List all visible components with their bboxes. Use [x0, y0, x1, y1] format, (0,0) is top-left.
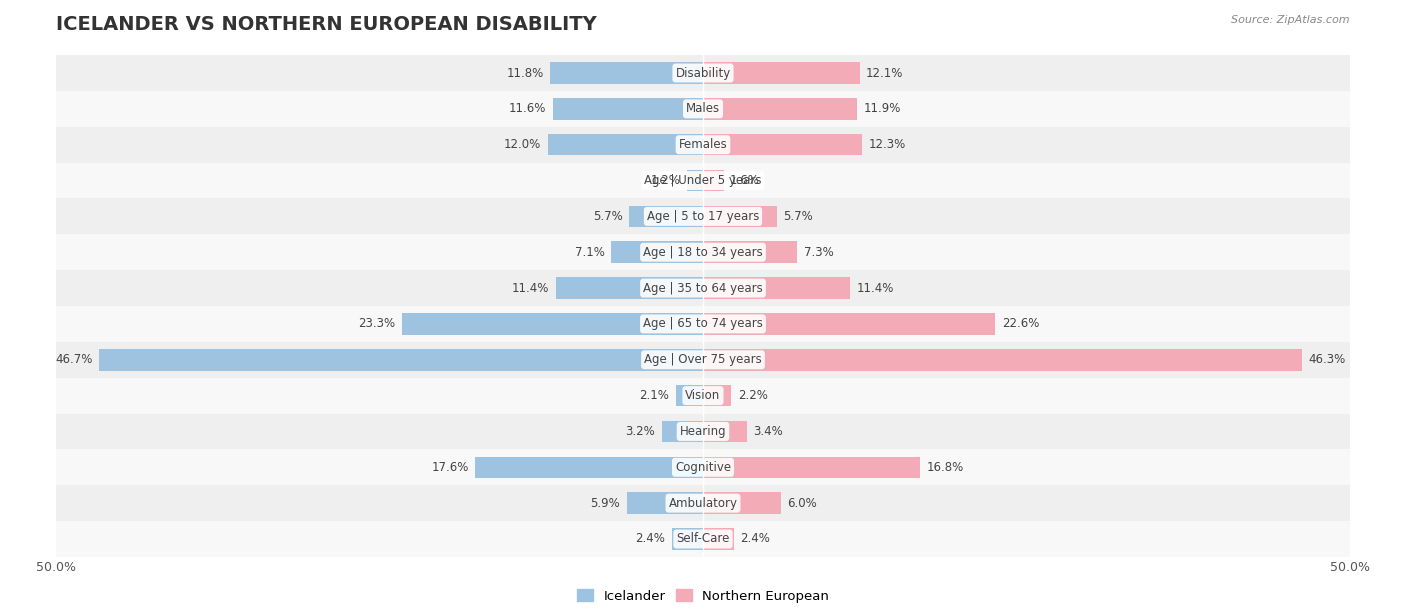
Text: Vision: Vision: [685, 389, 721, 402]
Bar: [612, 242, 703, 263]
Text: 12.1%: 12.1%: [866, 67, 904, 80]
Legend: Icelander, Northern European: Icelander, Northern European: [572, 584, 834, 608]
Text: 1.2%: 1.2%: [651, 174, 681, 187]
Bar: [703, 62, 859, 84]
Text: Age | 35 to 64 years: Age | 35 to 64 years: [643, 282, 763, 294]
Text: 11.8%: 11.8%: [506, 67, 544, 80]
Bar: [56, 198, 1350, 234]
Text: Ambulatory: Ambulatory: [668, 497, 738, 510]
Text: 5.7%: 5.7%: [593, 210, 623, 223]
Bar: [550, 62, 703, 84]
Bar: [56, 449, 1350, 485]
Text: 23.3%: 23.3%: [359, 318, 395, 330]
Bar: [703, 457, 921, 478]
Bar: [672, 528, 703, 550]
Bar: [56, 342, 1350, 378]
Bar: [662, 420, 703, 442]
Bar: [56, 306, 1350, 342]
Text: 12.0%: 12.0%: [505, 138, 541, 151]
Bar: [56, 163, 1350, 198]
Text: 7.3%: 7.3%: [804, 246, 834, 259]
Text: 22.6%: 22.6%: [1002, 318, 1039, 330]
Bar: [56, 234, 1350, 270]
Text: 16.8%: 16.8%: [927, 461, 965, 474]
Bar: [703, 349, 1302, 370]
Bar: [703, 277, 851, 299]
Text: 1.6%: 1.6%: [730, 174, 761, 187]
Text: Disability: Disability: [675, 67, 731, 80]
Bar: [703, 493, 780, 514]
Text: 46.3%: 46.3%: [1309, 353, 1346, 366]
Bar: [703, 385, 731, 406]
Text: 12.3%: 12.3%: [869, 138, 905, 151]
Bar: [703, 313, 995, 335]
Bar: [703, 206, 776, 227]
Text: Age | 65 to 74 years: Age | 65 to 74 years: [643, 318, 763, 330]
Text: 11.4%: 11.4%: [512, 282, 550, 294]
Text: 5.7%: 5.7%: [783, 210, 813, 223]
Bar: [627, 493, 703, 514]
Text: Self-Care: Self-Care: [676, 532, 730, 545]
Text: Hearing: Hearing: [679, 425, 727, 438]
Text: 11.4%: 11.4%: [856, 282, 894, 294]
Bar: [630, 206, 703, 227]
Text: 2.1%: 2.1%: [640, 389, 669, 402]
Bar: [402, 313, 703, 335]
Bar: [688, 170, 703, 192]
Text: Age | 18 to 34 years: Age | 18 to 34 years: [643, 246, 763, 259]
Text: 2.4%: 2.4%: [636, 532, 665, 545]
Text: 3.4%: 3.4%: [754, 425, 783, 438]
Bar: [703, 528, 734, 550]
Text: 6.0%: 6.0%: [787, 497, 817, 510]
Bar: [555, 277, 703, 299]
Bar: [676, 385, 703, 406]
Bar: [56, 55, 1350, 91]
Text: Source: ZipAtlas.com: Source: ZipAtlas.com: [1232, 15, 1350, 25]
Text: 11.9%: 11.9%: [863, 102, 901, 115]
Text: ICELANDER VS NORTHERN EUROPEAN DISABILITY: ICELANDER VS NORTHERN EUROPEAN DISABILIT…: [56, 15, 598, 34]
Bar: [56, 414, 1350, 449]
Text: Females: Females: [679, 138, 727, 151]
Text: 7.1%: 7.1%: [575, 246, 605, 259]
Bar: [56, 378, 1350, 414]
Bar: [475, 457, 703, 478]
Text: 2.2%: 2.2%: [738, 389, 768, 402]
Text: 5.9%: 5.9%: [591, 497, 620, 510]
Text: Age | Under 5 years: Age | Under 5 years: [644, 174, 762, 187]
Bar: [553, 98, 703, 119]
Text: 46.7%: 46.7%: [55, 353, 93, 366]
Text: 3.2%: 3.2%: [626, 425, 655, 438]
Text: 11.6%: 11.6%: [509, 102, 547, 115]
Bar: [703, 98, 856, 119]
Text: 2.4%: 2.4%: [741, 532, 770, 545]
Bar: [56, 485, 1350, 521]
Bar: [703, 134, 862, 155]
Bar: [56, 521, 1350, 557]
Bar: [56, 127, 1350, 163]
Bar: [703, 420, 747, 442]
Text: Cognitive: Cognitive: [675, 461, 731, 474]
Bar: [98, 349, 703, 370]
Bar: [703, 242, 797, 263]
Text: 17.6%: 17.6%: [432, 461, 468, 474]
Bar: [56, 91, 1350, 127]
Bar: [548, 134, 703, 155]
Text: Age | Over 75 years: Age | Over 75 years: [644, 353, 762, 366]
Text: Males: Males: [686, 102, 720, 115]
Text: Age | 5 to 17 years: Age | 5 to 17 years: [647, 210, 759, 223]
Bar: [56, 270, 1350, 306]
Bar: [703, 170, 724, 192]
